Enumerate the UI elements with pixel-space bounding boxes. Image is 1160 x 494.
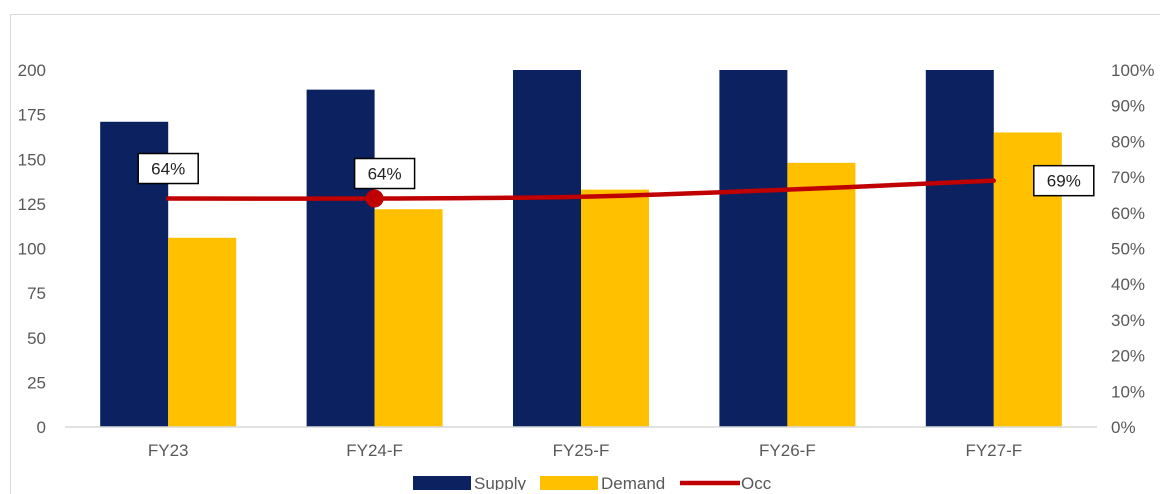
y-left-tick-label: 0 (37, 418, 46, 437)
demand-bar (581, 189, 649, 427)
y-left-tick-label: 75 (27, 284, 46, 303)
occ-data-label-box (137, 152, 199, 185)
y-right-tick-label: 60% (1111, 204, 1145, 223)
y-right-tick-label: 20% (1111, 347, 1145, 366)
occ-data-label: 64% (151, 160, 185, 179)
y-right-tick-label: 30% (1111, 311, 1145, 330)
x-category-label: FY23 (148, 441, 189, 460)
chart-frame (10, 14, 1160, 494)
y-left-tick-label: 125 (18, 195, 46, 214)
x-category-label: FY25-F (553, 441, 610, 460)
x-category-label: FY26-F (759, 441, 816, 460)
supply-bar (306, 89, 375, 427)
demand-bar (374, 209, 443, 427)
y-right-tick-label: 40% (1111, 275, 1145, 294)
occ-data-label-box (353, 157, 416, 190)
y-right-tick-label: 90% (1111, 97, 1145, 116)
occ-data-label-box (1033, 164, 1095, 197)
y-left-tick-label: 200 (18, 61, 46, 80)
supply-bar (719, 70, 788, 427)
demand-bar (168, 237, 237, 427)
occ-marker (365, 189, 384, 208)
y-right-tick-label: 50% (1111, 240, 1145, 259)
legend-supply-label: Supply (474, 474, 526, 490)
supply-bar (513, 70, 581, 427)
y-left-tick-label: 100 (18, 240, 46, 259)
y-right-tick-label: 80% (1111, 132, 1145, 151)
legend-demand-swatch (540, 476, 598, 490)
y-right-tick-label: 0% (1111, 418, 1136, 437)
y-left-tick-label: 50 (27, 329, 46, 348)
legend-demand-label: Demand (601, 474, 665, 490)
occ-line (165, 178, 997, 201)
x-category-label: FY24-F (346, 441, 403, 460)
y-right-tick-label: 100% (1111, 61, 1154, 80)
y-left-tick-label: 175 (18, 106, 46, 125)
occ-data-label: 64% (368, 165, 402, 184)
y-left-tick-label: 150 (18, 150, 46, 169)
y-right-tick-label: 10% (1111, 382, 1145, 401)
y-right-tick-label: 70% (1111, 168, 1145, 187)
legend-supply-swatch (413, 476, 471, 490)
x-category-label: FY27-F (965, 441, 1022, 460)
legend-occ-label: Occ (741, 474, 772, 490)
occ-data-label: 69% (1047, 172, 1081, 191)
demand-bar (787, 162, 856, 427)
y-left-tick-label: 25 (27, 373, 46, 392)
supply-bar (925, 70, 994, 427)
